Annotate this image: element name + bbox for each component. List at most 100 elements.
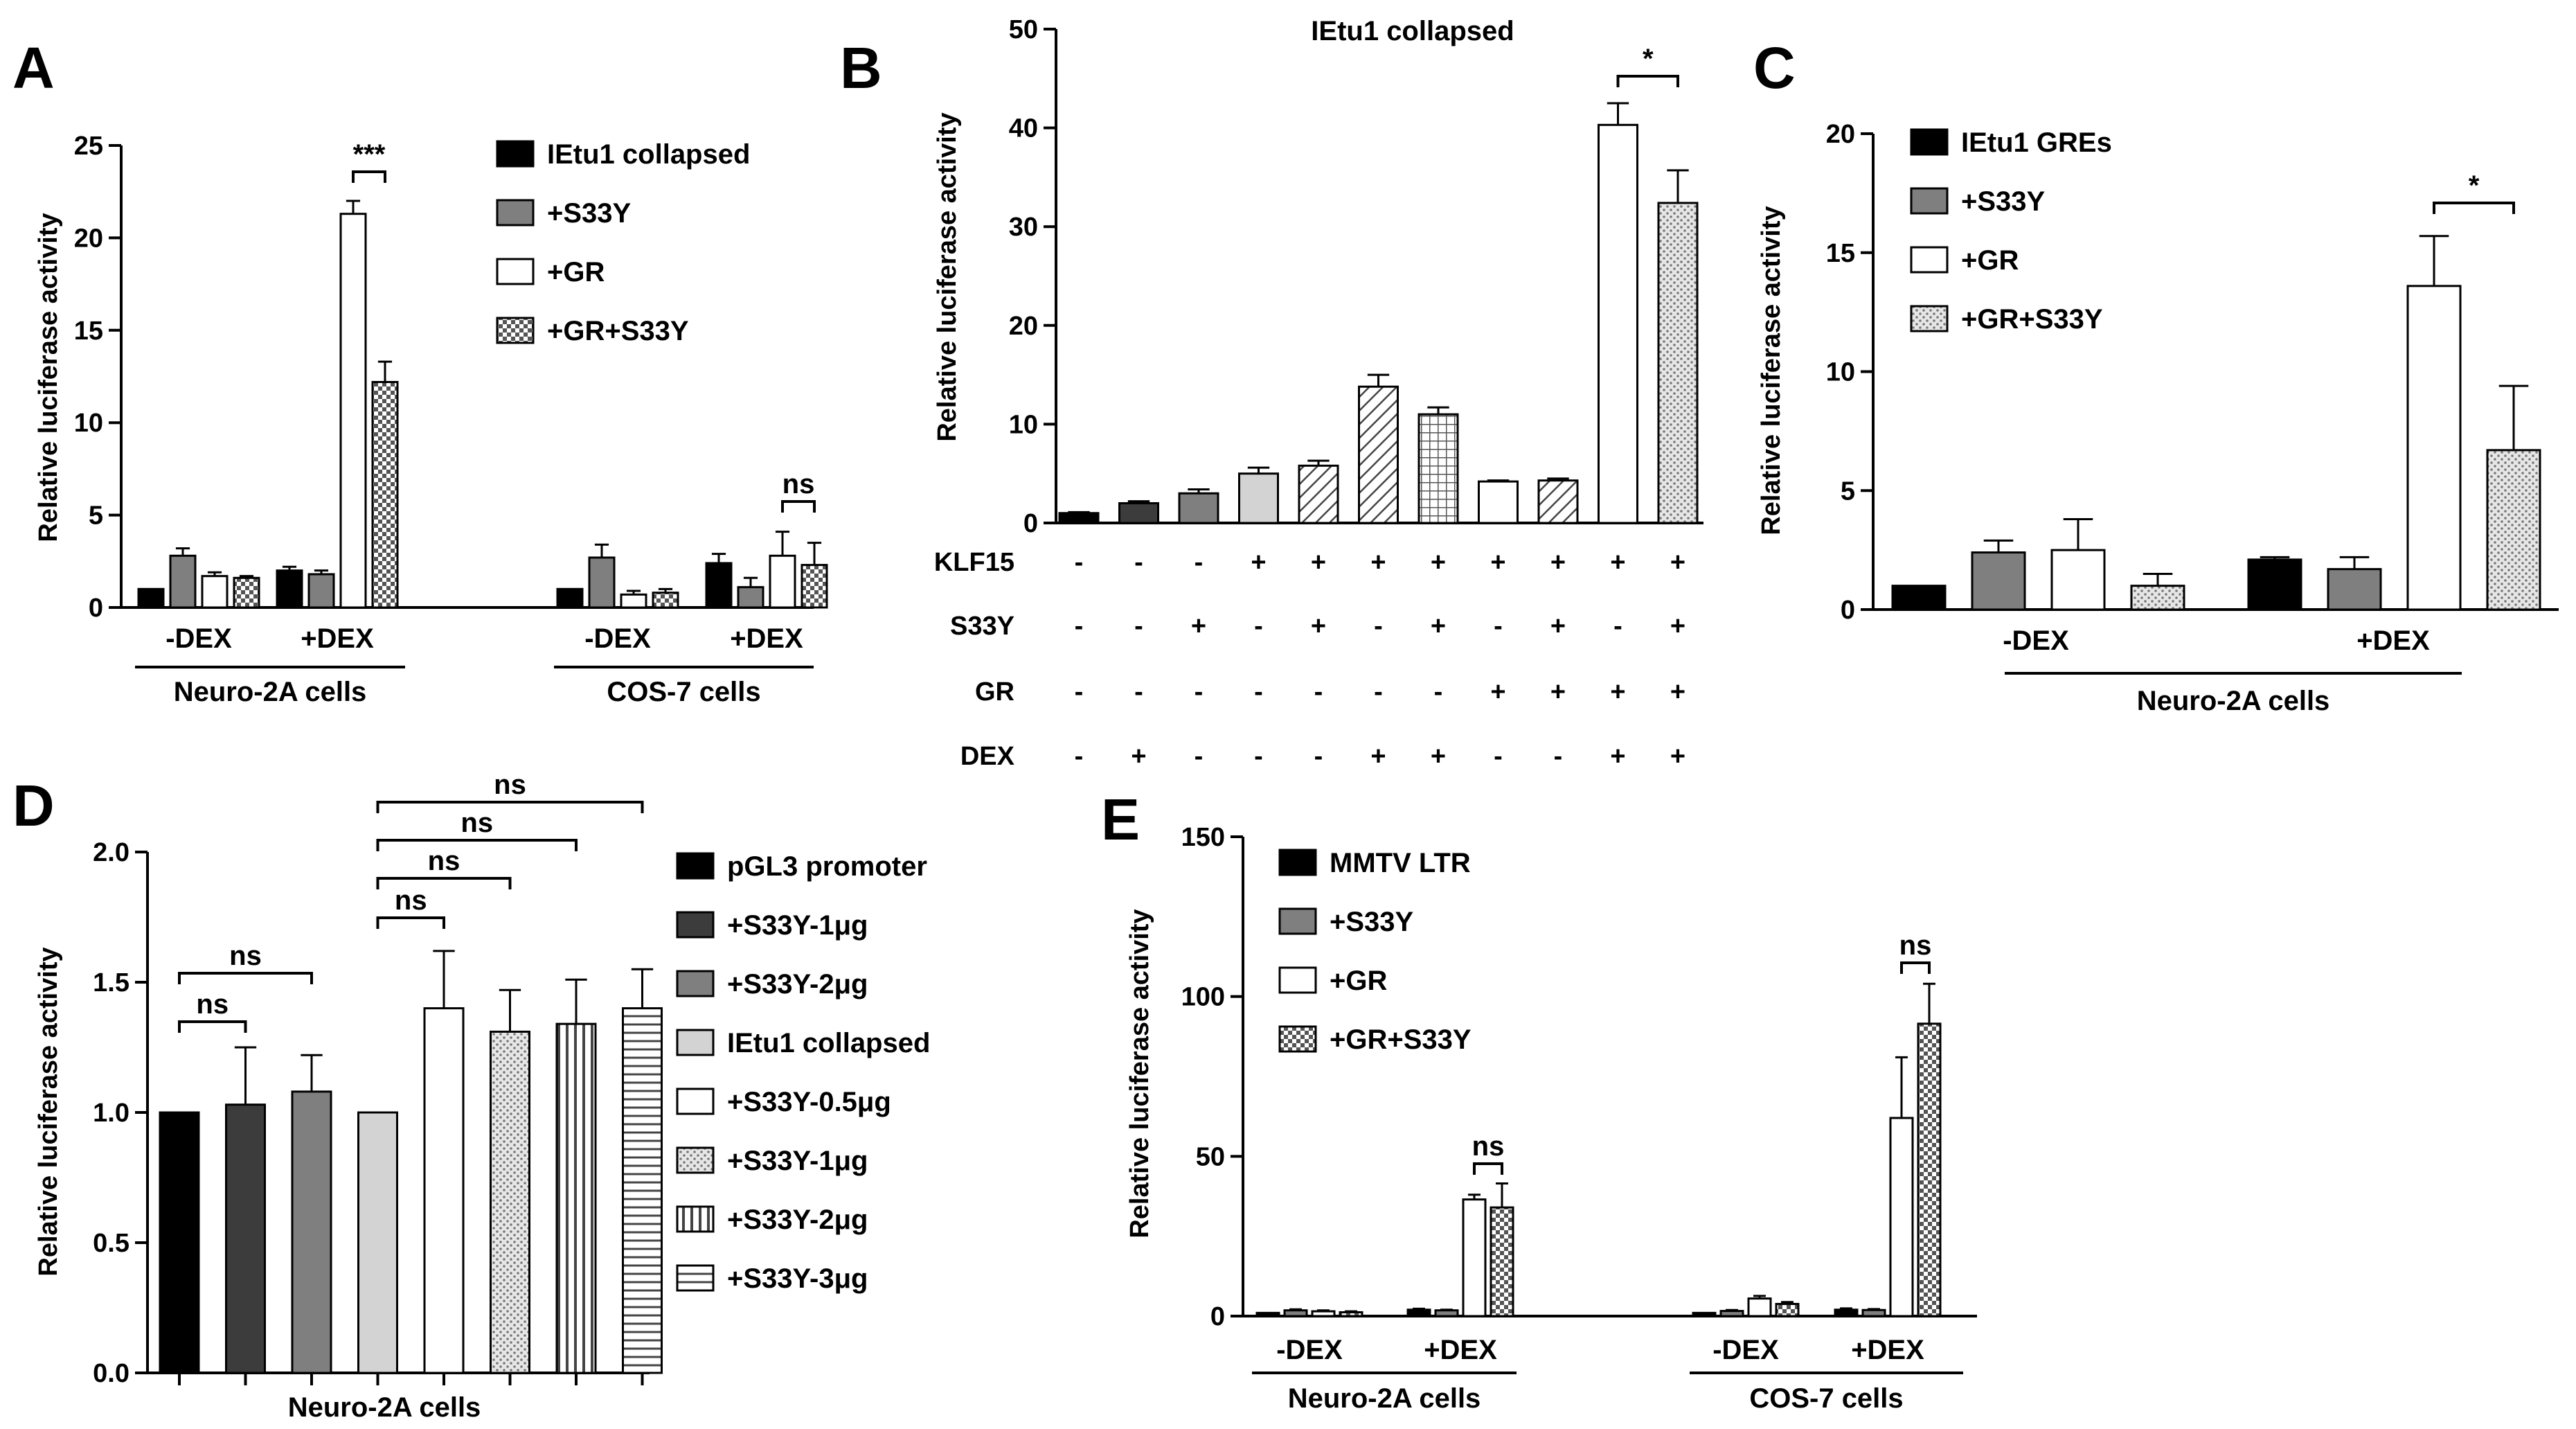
condition-mark: + bbox=[1610, 548, 1625, 577]
y-axis-title: Relative luciferase activity bbox=[1125, 909, 1154, 1238]
legend-swatch bbox=[676, 852, 715, 880]
sig-bracket-d-2-label: ns bbox=[229, 941, 262, 971]
bar-e-0-1 bbox=[1406, 1308, 1431, 1317]
bar-a-3-1 bbox=[371, 381, 399, 609]
legend-swatch bbox=[1278, 966, 1317, 994]
legend-label: +S33Y bbox=[1330, 907, 1414, 937]
condition-mark: - bbox=[1075, 742, 1084, 771]
condition-mark: + bbox=[1550, 612, 1566, 641]
y-tick-label: 5 bbox=[89, 502, 103, 531]
condition-mark: - bbox=[1254, 742, 1263, 771]
condition-mark: + bbox=[1610, 742, 1625, 771]
bar-b-4 bbox=[1298, 464, 1339, 524]
group-label: +DEX bbox=[730, 623, 803, 654]
y-tick-label: 0 bbox=[1023, 509, 1038, 538]
y-tick-label: 0 bbox=[1841, 596, 1855, 625]
bar-a-2-0 bbox=[201, 575, 229, 609]
condition-mark: - bbox=[1494, 612, 1503, 641]
condition-mark: + bbox=[1610, 677, 1625, 707]
legend-swatch bbox=[1278, 1025, 1317, 1053]
y-axis-title: Relative luciferase activity bbox=[34, 213, 63, 542]
group-caption: COS-7 cells bbox=[1749, 1383, 1903, 1414]
condition-mark: - bbox=[1374, 612, 1383, 641]
y-tick-label: 150 bbox=[1181, 823, 1225, 852]
bar-e-3-0 bbox=[1339, 1311, 1363, 1317]
bar-d-2 bbox=[291, 1090, 332, 1374]
bar-d-6 bbox=[555, 1022, 597, 1374]
y-tick-label: 5 bbox=[1841, 477, 1855, 506]
group-label: -DEX bbox=[166, 623, 232, 654]
condition-row-label: DEX bbox=[960, 742, 1015, 771]
condition-mark: - bbox=[1254, 677, 1263, 707]
y-tick-label: 50 bbox=[1009, 15, 1038, 44]
y-tick-label: 0 bbox=[1210, 1302, 1225, 1331]
bar-e-1-1 bbox=[1434, 1309, 1459, 1317]
condition-mark: - bbox=[1075, 612, 1084, 641]
y-axis-title: Relative luciferase activity bbox=[1757, 206, 1786, 535]
bar-a-2-2 bbox=[620, 593, 647, 609]
chart-panel-d: 0.0 0.5 1.0 1.5 2.0 Relative luciferase activ… bbox=[34, 770, 930, 1423]
bar-b-0 bbox=[1058, 512, 1100, 524]
bar-a-0-0 bbox=[137, 587, 165, 609]
y-tick-label: 10 bbox=[74, 409, 103, 438]
bar-c-2-1 bbox=[2406, 285, 2462, 611]
bar-b-7 bbox=[1478, 480, 1519, 524]
group-label: +DEX bbox=[2356, 625, 2430, 656]
legend-swatch bbox=[496, 140, 535, 168]
condition-mark: - bbox=[1195, 677, 1204, 707]
legend-label: +GR+S33Y bbox=[1961, 304, 2103, 335]
bar-a-3-0 bbox=[233, 576, 260, 609]
bar-e-3-3 bbox=[1917, 1022, 1942, 1317]
condition-mark: - bbox=[1075, 677, 1084, 707]
bar-d-3 bbox=[357, 1111, 398, 1374]
legend-label: IEtu1 collapsed bbox=[727, 1028, 930, 1058]
condition-mark: + bbox=[1311, 612, 1326, 641]
legend-swatch bbox=[676, 1088, 715, 1115]
condition-row-label: S33Y bbox=[950, 612, 1014, 641]
bar-e-0-0 bbox=[1255, 1311, 1280, 1317]
sig-bracket-a-2 bbox=[781, 500, 816, 513]
bar-e-1-3 bbox=[1861, 1308, 1886, 1317]
condition-mark: + bbox=[1490, 677, 1505, 707]
group-label: -DEX bbox=[584, 623, 651, 654]
sig-bracket-a-2-label: ns bbox=[782, 469, 815, 499]
bar-a-1-3 bbox=[737, 586, 764, 609]
sig-bracket-a-1 bbox=[352, 170, 386, 183]
legend-swatch bbox=[1278, 907, 1317, 935]
bar-b-5 bbox=[1358, 385, 1399, 524]
condition-mark: + bbox=[1251, 548, 1266, 577]
condition-mark: + bbox=[1550, 548, 1566, 577]
y-axis-title: Relative luciferase activity bbox=[34, 947, 63, 1276]
y-tick-label: 1.5 bbox=[93, 968, 129, 997]
condition-mark: + bbox=[1431, 612, 1446, 641]
bar-e-2-2 bbox=[1747, 1297, 1772, 1317]
condition-mark: - bbox=[1374, 677, 1383, 707]
bar-a-0-2 bbox=[556, 587, 584, 609]
bar-e-3-1 bbox=[1490, 1206, 1514, 1317]
bar-a-2-1 bbox=[339, 213, 367, 609]
condition-mark: - bbox=[1554, 742, 1563, 771]
bar-e-2-1 bbox=[1462, 1198, 1487, 1317]
y-tick-label: 0.0 bbox=[93, 1359, 129, 1388]
sig-bracket-d-5 bbox=[376, 839, 578, 851]
y-tick-label: 10 bbox=[1009, 410, 1038, 439]
bar-e-2-3 bbox=[1889, 1117, 1914, 1317]
condition-mark: + bbox=[1670, 612, 1685, 641]
legend-swatch bbox=[1910, 246, 1949, 274]
legend-label: +S33Y-3μg bbox=[727, 1263, 868, 1294]
condition-mark: + bbox=[1490, 548, 1505, 577]
bar-d-7 bbox=[622, 1007, 663, 1374]
bar-c-1-0 bbox=[1971, 551, 2026, 611]
bar-a-0-1 bbox=[276, 569, 303, 609]
sig-bracket-e-1-label: ns bbox=[1472, 1131, 1505, 1162]
chart-panel-b: 0 10 20 30 40 50 Relative luciferase activity I… bbox=[933, 15, 1703, 771]
legend-swatch bbox=[1910, 128, 1949, 156]
sig-bracket-a-1-label: *** bbox=[353, 139, 386, 170]
sig-bracket-d-2 bbox=[178, 972, 313, 984]
condition-mark: + bbox=[1311, 548, 1326, 577]
bar-b-9 bbox=[1598, 123, 1638, 524]
sig-bracket-d-3-label: ns bbox=[395, 885, 427, 916]
condition-mark: + bbox=[1370, 548, 1386, 577]
legend-label: +GR bbox=[1961, 245, 2019, 276]
y-tick-label: 0 bbox=[89, 594, 103, 623]
